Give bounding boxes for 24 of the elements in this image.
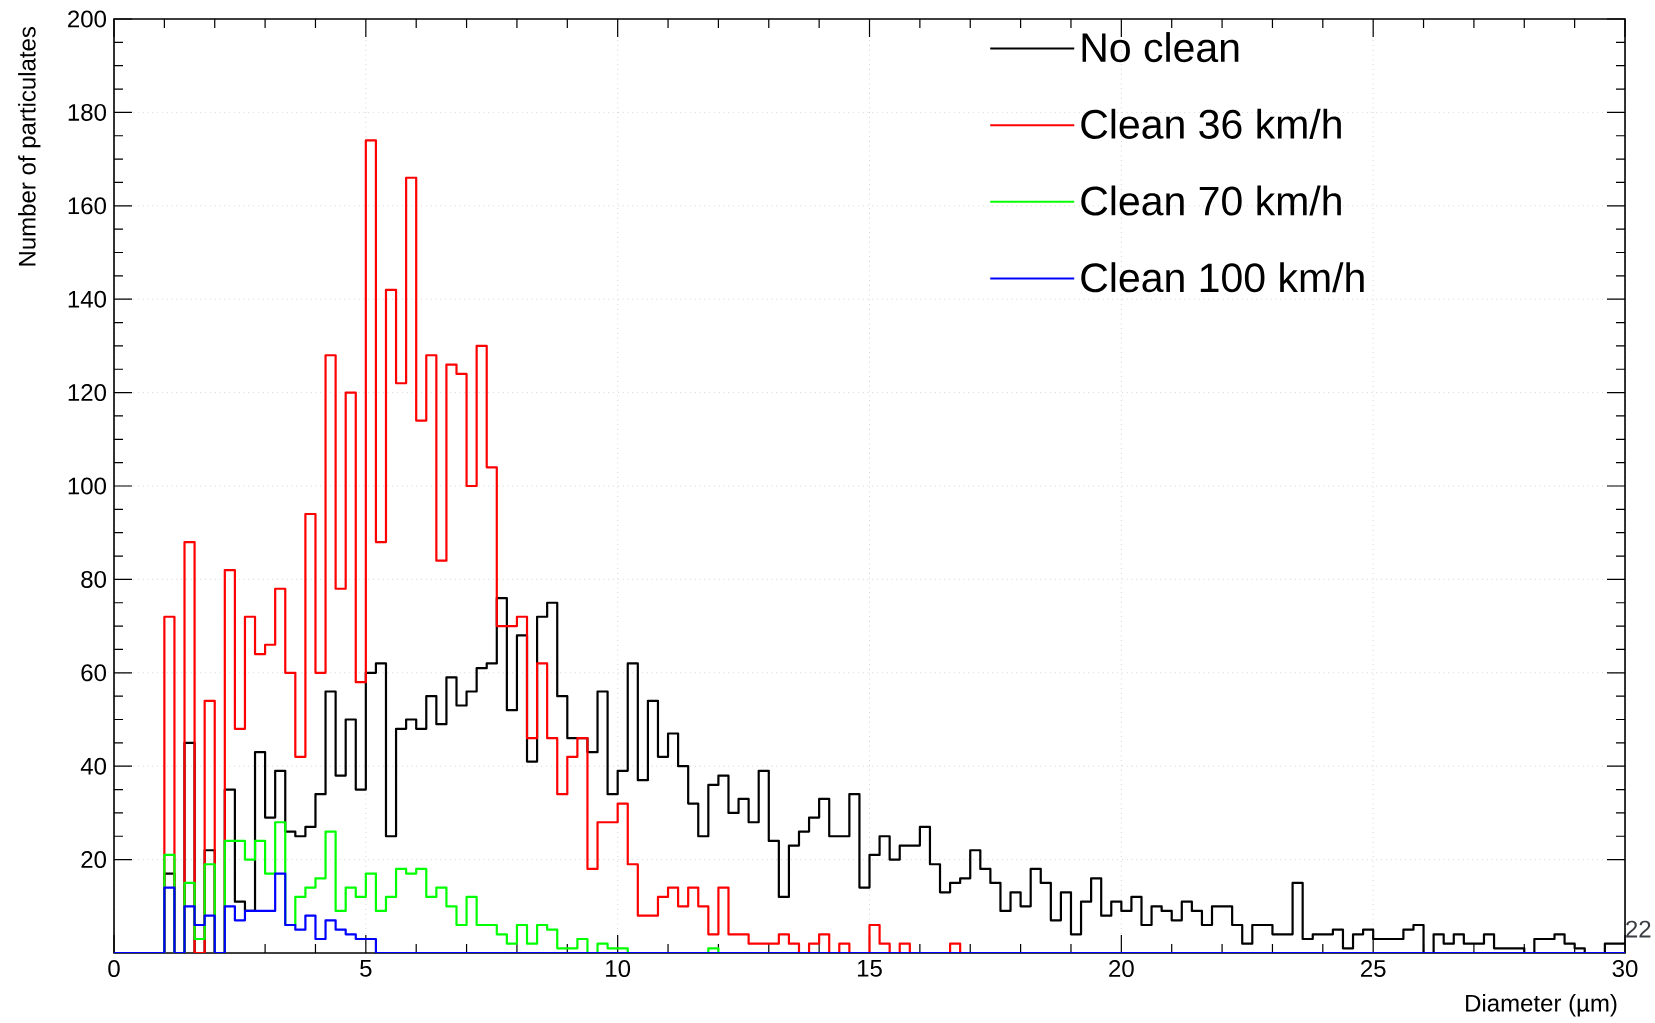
y-tick-label: 120 (68, 384, 106, 402)
text: 22 (1626, 920, 1651, 938)
y-axis-title: Number of particulates (18, 26, 41, 266)
legend-label: No clean (1082, 32, 1239, 63)
y-tick-label: 60 (81, 664, 107, 682)
x-tick-label: 30 (1612, 960, 1638, 978)
x-tick-label: 20 (1109, 960, 1134, 978)
y-tick-label: 180 (68, 103, 106, 121)
x-tick-label: 10 (606, 960, 631, 978)
y-tick-label: 80 (81, 570, 107, 588)
y-tick-label: 20 (81, 851, 107, 869)
legend-label: Clean 36 km/h (1081, 108, 1341, 139)
x-tick-label: 0 (108, 960, 120, 978)
y-tick-label: 100 (68, 477, 106, 495)
y-tick-label: 140 (68, 290, 106, 308)
legend-label: Clean 70 km/h (1081, 185, 1341, 216)
legend-label: Clean 100 km/h (1081, 262, 1364, 293)
x-tick-label: 15 (857, 960, 882, 977)
y-tick-label: 160 (68, 197, 106, 215)
y-tick-label: 200 (68, 10, 106, 28)
x-axis-title: Diameter (µm) (1466, 994, 1617, 1017)
x-tick-label: 25 (1361, 960, 1386, 978)
x-tick-label: 5 (360, 960, 372, 977)
y-tick-label: 40 (80, 757, 107, 775)
